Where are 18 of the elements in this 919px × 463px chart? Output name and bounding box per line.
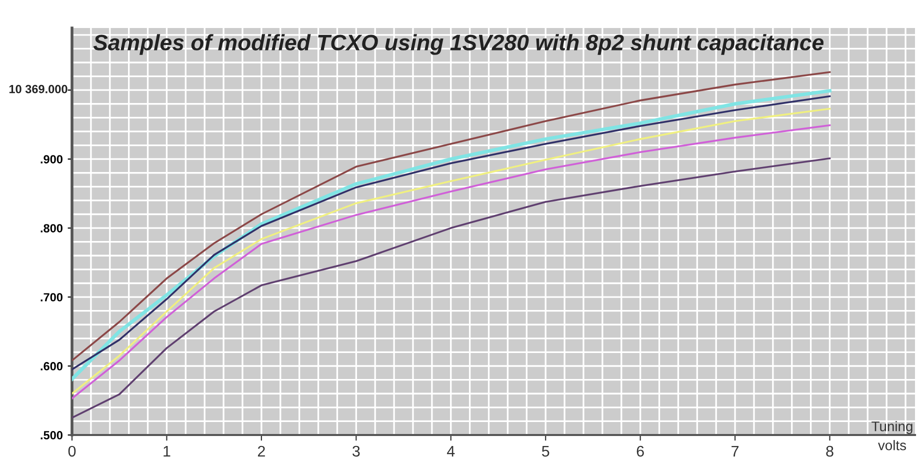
y-tick-label: .600 [40, 362, 62, 370]
x-tick-label: 6 [636, 446, 644, 457]
x-axis-title: Tuning volts [872, 421, 912, 450]
text: 10 369.000 [9, 84, 68, 94]
y-tick-label: .900 [40, 155, 62, 164]
line-series [72, 157, 831, 419]
x-tick-label: 8 [826, 446, 834, 457]
y-tick-label: .800 [40, 224, 62, 232]
y-tick-label: .700 [40, 293, 62, 302]
x-tick-label: 2 [258, 446, 265, 456]
x-tick-label: 4 [446, 446, 455, 456]
x-tick-label: 0 [68, 446, 76, 457]
x-tick-label: 3 [352, 446, 360, 457]
chart-title: Samples of modified TCXO using 1SV280 with 8p2 shunt capacitance [93, 34, 824, 55]
x-tick-label: 7 [732, 446, 739, 456]
x-tick-label: 1 [164, 446, 170, 456]
x-tick-label: 5 [542, 446, 550, 457]
y-tick-label: .500 [40, 431, 62, 440]
